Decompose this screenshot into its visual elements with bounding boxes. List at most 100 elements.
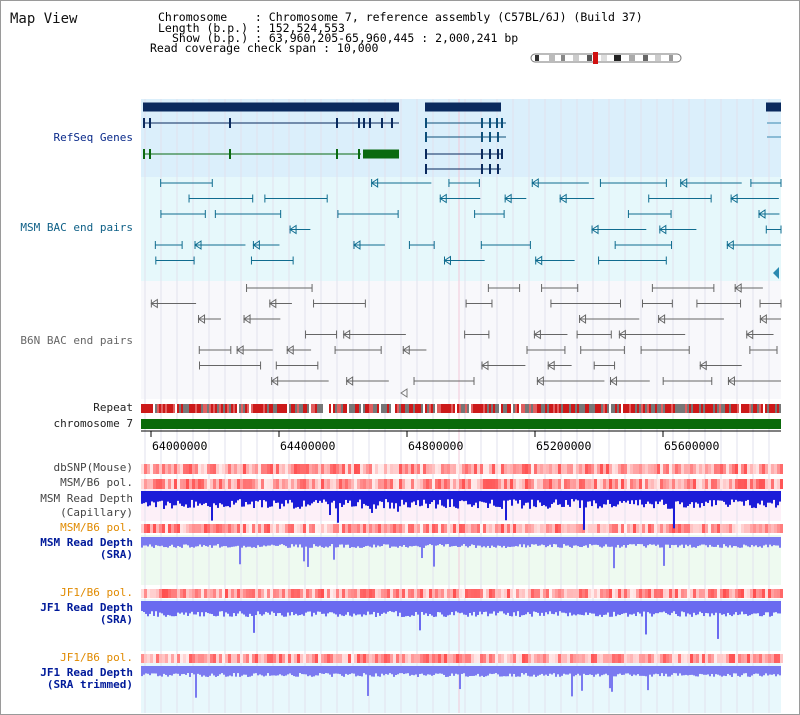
repeat-segment — [617, 404, 619, 413]
track-label-dbsnp[interactable]: dbSNP(Mouse) — [53, 461, 133, 474]
depth-bar — [563, 537, 565, 545]
depth-bar — [747, 601, 749, 616]
pol-heat-cell — [144, 589, 147, 598]
depth-bar — [393, 491, 395, 509]
depth-bar — [711, 666, 713, 674]
depth-bar — [323, 601, 325, 614]
pol-heat-cell — [396, 479, 399, 489]
pol-heat-cell — [354, 524, 357, 533]
depth-bar — [213, 491, 215, 504]
depth-bar — [195, 537, 197, 547]
pol-heat-cell — [594, 464, 597, 474]
track-label-msm-depth-sra[interactable]: MSM Read Depth — [40, 536, 133, 549]
track-label-msm-b6-pol-sra[interactable]: MSM/B6 pol. — [60, 521, 133, 534]
track-label-chromosome[interactable]: chromosome 7 — [53, 417, 133, 430]
depth-bar — [511, 666, 513, 677]
pol-heat-cell — [510, 589, 513, 598]
pol-heat-cell — [450, 524, 453, 533]
depth-bar — [573, 537, 575, 546]
depth-bar — [533, 666, 535, 675]
repeat-segment — [455, 404, 457, 413]
depth-bar — [529, 537, 531, 547]
pol-heat-cell — [180, 524, 183, 533]
depth-bar — [485, 537, 487, 548]
pol-heat-cell — [369, 589, 372, 598]
repeat-segment — [445, 404, 447, 413]
depth-bar — [263, 601, 265, 615]
depth-bar — [675, 601, 677, 615]
repeat-segment — [275, 404, 277, 413]
depth-bar — [379, 537, 381, 547]
depth-bar — [351, 666, 353, 674]
pol-heat-cell — [693, 524, 696, 533]
depth-bar — [279, 666, 281, 675]
depth-bar — [209, 666, 211, 676]
show-range-info: Show (b.p.) : 63,960,205-65,960,445 : 2,… — [172, 31, 519, 45]
depth-bar — [549, 601, 551, 612]
depth-bar — [437, 537, 439, 546]
pol-heat-cell — [354, 589, 357, 598]
pol-heat-cell — [258, 464, 261, 474]
depth-bar — [663, 491, 665, 505]
track-label-msm-b6-pol[interactable]: MSM/B6 pol. — [60, 476, 133, 489]
repeat-segment — [243, 404, 245, 413]
pol-heat-cell — [339, 589, 342, 598]
depth-bar — [413, 537, 415, 546]
track-label-refseq[interactable]: RefSeq Genes — [53, 131, 133, 144]
depth-bar — [227, 491, 229, 507]
repeat-segment — [559, 404, 561, 413]
depth-bar — [439, 537, 441, 545]
pol-heat-cell — [651, 654, 654, 663]
repeat-segment — [335, 404, 337, 413]
depth-bar — [475, 537, 477, 548]
depth-bar — [533, 537, 535, 545]
pol-heat-cell — [732, 524, 735, 533]
pol-heat-cell — [558, 464, 561, 474]
track-label-msm-depth-capillary[interactable]: MSM Read Depth — [40, 492, 133, 505]
depth-bar — [577, 537, 579, 547]
depth-bar — [753, 537, 755, 547]
repeat-segment — [751, 404, 753, 413]
depth-bar — [165, 537, 167, 548]
depth-bar — [675, 666, 677, 674]
track-label-jf1-depth-sra[interactable]: JF1 Read Depth — [40, 601, 133, 614]
pol-heat-cell — [780, 654, 783, 663]
pol-heat-cell — [240, 479, 243, 489]
depth-bar — [701, 491, 703, 504]
depth-bar — [433, 666, 435, 675]
depth-bar — [747, 666, 749, 677]
pol-heat-cell — [366, 464, 369, 474]
repeat-segment — [761, 404, 763, 413]
depth-bar — [707, 601, 709, 614]
track-label-msm-bac[interactable]: MSM BAC end pairs — [20, 221, 133, 234]
depth-bar — [271, 491, 273, 507]
depth-bar — [709, 537, 711, 545]
repeat-segment — [661, 404, 663, 413]
depth-bar — [723, 537, 725, 545]
track-label-jf1-b6-pol-2[interactable]: JF1/B6 pol. — [60, 651, 133, 664]
depth-bar — [663, 537, 665, 566]
depth-bar — [291, 491, 293, 503]
track-label-jf1-b6-pol[interactable]: JF1/B6 pol. — [60, 586, 133, 599]
ideogram-band — [587, 55, 592, 61]
pol-heat-cell — [720, 479, 723, 489]
track-label-jf1-depth-trimmed[interactable]: JF1 Read Depth — [40, 666, 133, 679]
depth-bar — [615, 537, 617, 548]
pol-heat-cell — [321, 464, 324, 474]
repeat-segment — [451, 404, 453, 413]
depth-bar — [599, 601, 601, 615]
depth-bar — [261, 537, 263, 547]
depth-bar — [209, 537, 211, 546]
depth-bar — [673, 666, 675, 674]
pol-heat-cell — [774, 524, 777, 533]
pol-heat-cell — [636, 654, 639, 663]
repeat-segment — [545, 404, 547, 413]
depth-bar — [505, 537, 507, 548]
pol-heat-cell — [369, 524, 372, 533]
repeat-segment — [767, 404, 769, 413]
track-label-repeat[interactable]: Repeat — [93, 401, 133, 414]
pol-heat-cell — [516, 524, 519, 533]
track-label-b6n-bac[interactable]: B6N BAC end pairs — [20, 334, 133, 347]
depth-bar — [581, 666, 583, 691]
